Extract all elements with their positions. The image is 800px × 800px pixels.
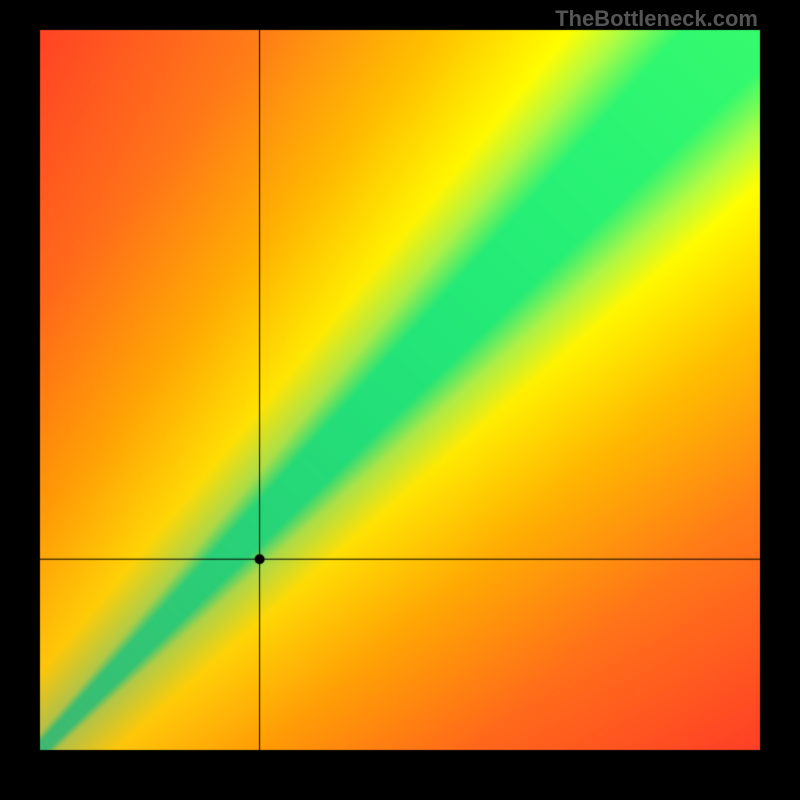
watermark-text: TheBottleneck.com <box>555 6 758 32</box>
bottleneck-heatmap <box>0 0 800 800</box>
chart-container: TheBottleneck.com <box>0 0 800 800</box>
